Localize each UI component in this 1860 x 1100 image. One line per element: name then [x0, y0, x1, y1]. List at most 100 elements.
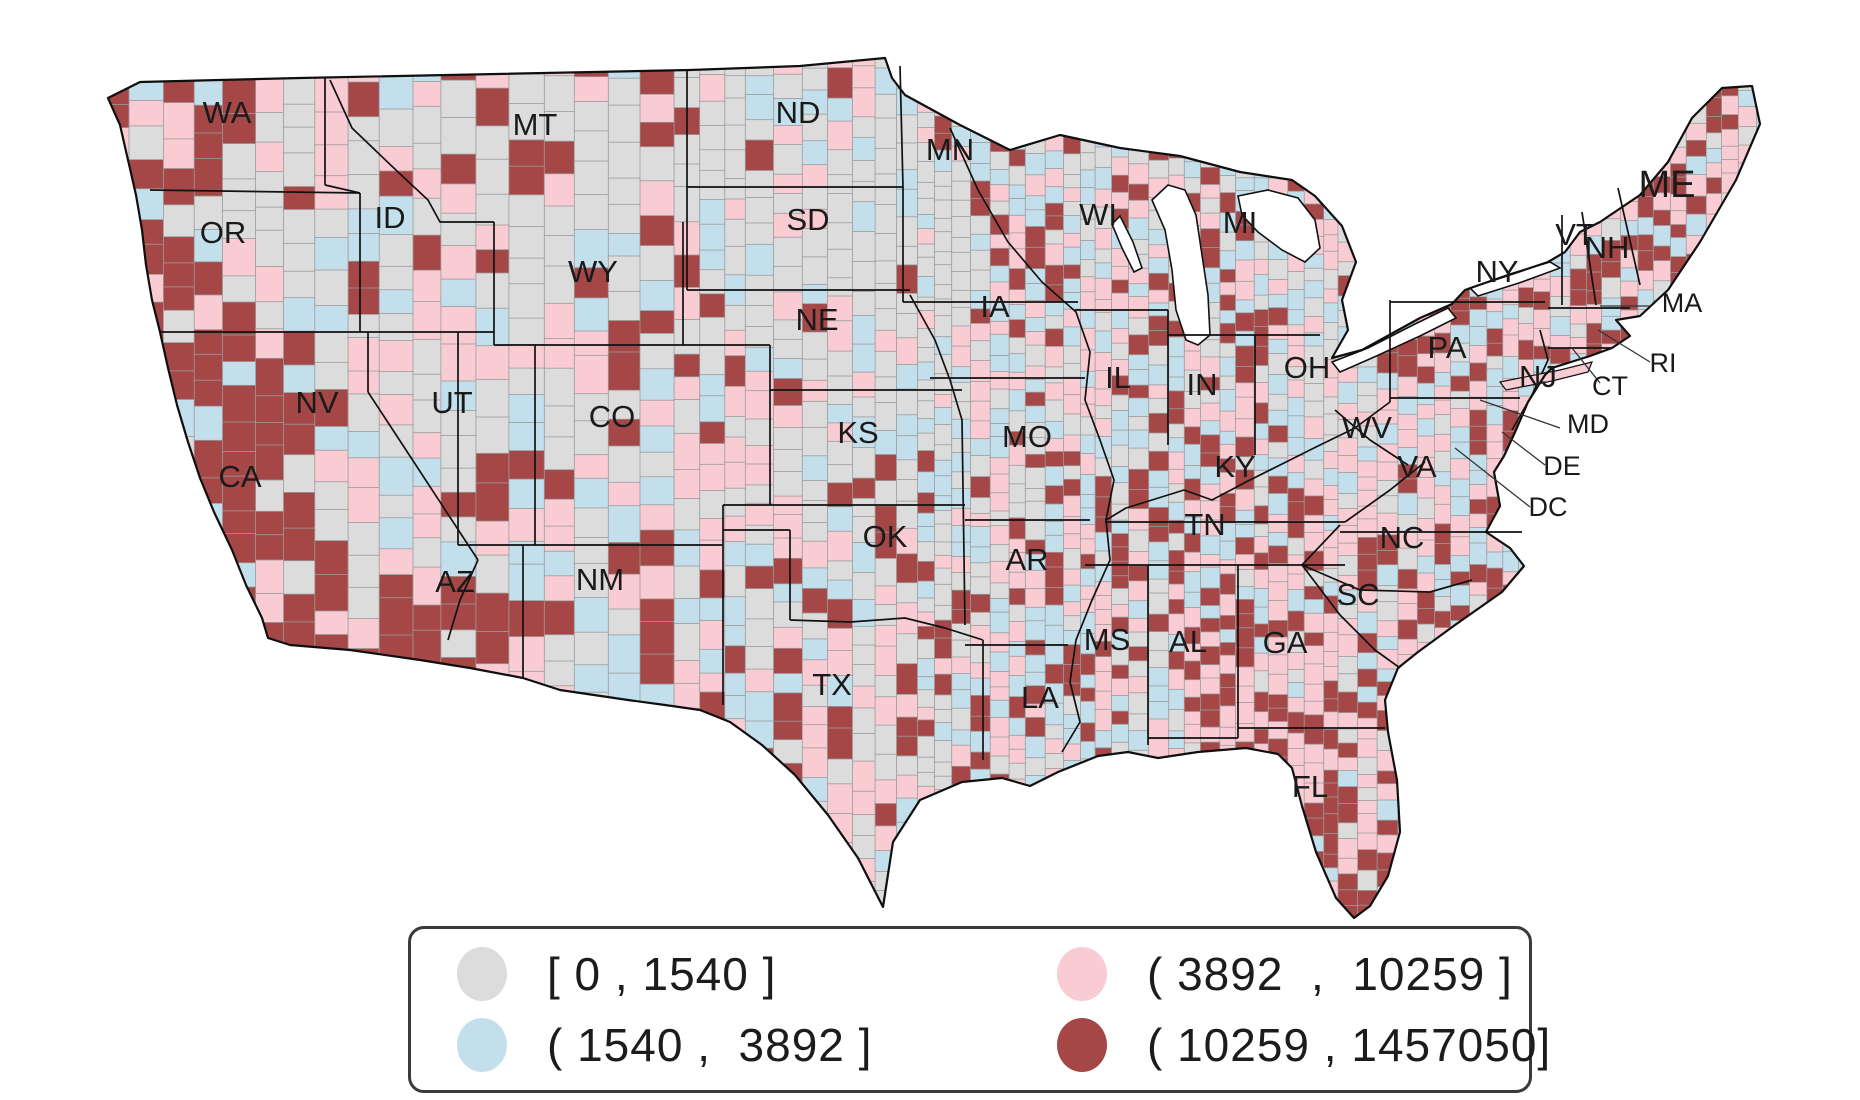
- county-cell: [162, 591, 196, 628]
- county-cell: [1376, 86, 1399, 109]
- county-cell: [508, 763, 546, 796]
- county-cell: [896, 245, 919, 267]
- county-cell: [1569, 860, 1588, 876]
- county-cell: [1469, 685, 1489, 706]
- county-cell: [1219, 874, 1237, 891]
- county-cell: [896, 88, 919, 117]
- county-cell: [1148, 631, 1170, 652]
- state-label-ga: GA: [1263, 625, 1308, 660]
- county-cell: [724, 97, 747, 127]
- county-cell: [827, 277, 854, 298]
- county-cell: [917, 526, 936, 543]
- county-cell: [1620, 805, 1640, 825]
- county-cell: [1601, 758, 1622, 776]
- county-cell: [1756, 265, 1760, 283]
- county-cell: [801, 89, 829, 116]
- county-cell: [1549, 189, 1572, 210]
- county-cell: [1756, 547, 1760, 566]
- county-cell: [1323, 94, 1340, 117]
- county-cell: [1416, 276, 1436, 296]
- county-cell: [1148, 131, 1170, 148]
- county-cell: [283, 103, 316, 129]
- county-cell: [1253, 523, 1270, 538]
- county-cell: [1549, 696, 1572, 712]
- county-cell: [1183, 794, 1202, 814]
- county-cell: [827, 530, 854, 563]
- county-cell: [874, 624, 898, 648]
- county-cell: [314, 662, 350, 697]
- county-cell: [162, 138, 196, 170]
- county-cell: [607, 77, 642, 107]
- county-cell: [917, 327, 936, 349]
- county-cell: [1008, 165, 1027, 187]
- county-cell: [412, 373, 443, 402]
- county-cell: [917, 771, 936, 788]
- county-cell: [827, 598, 854, 630]
- county-cell: [874, 204, 898, 235]
- county-cell: [1044, 382, 1065, 402]
- county-cell: [1323, 468, 1340, 487]
- county-cell: [1080, 553, 1097, 570]
- county-cell: [801, 256, 829, 286]
- county-cell: [1620, 759, 1640, 778]
- county-cell: [1756, 58, 1760, 62]
- county-cell: [852, 231, 877, 263]
- county-cell: [827, 440, 854, 466]
- county-cell: [1235, 330, 1256, 348]
- county-cell: [1044, 817, 1065, 834]
- county-cell: [1620, 907, 1640, 918]
- county-cell: [1303, 478, 1325, 498]
- county-cell: [1253, 241, 1270, 261]
- county-cell: [1235, 883, 1256, 899]
- county-cell: [801, 499, 829, 524]
- county-cell: [1080, 538, 1097, 556]
- county-cell: [1303, 495, 1325, 517]
- county-cell: [1044, 315, 1065, 330]
- county-cell: [1486, 757, 1504, 775]
- county-cell: [1601, 184, 1622, 204]
- county-cell: [801, 358, 829, 382]
- county-cell: [283, 759, 316, 794]
- county-cell: [1637, 776, 1655, 796]
- county-cell: [1469, 198, 1489, 215]
- county-cell: [1533, 133, 1552, 154]
- county-cell: [412, 234, 443, 272]
- county-cell: [347, 554, 381, 589]
- state-labels: WAORCANVIDUTAZMTWYCONMNDSDNEKSOKTXMNIAMO…: [200, 95, 1696, 804]
- county-cell: [1148, 667, 1170, 688]
- county-cell: [773, 143, 804, 176]
- county-cell: [1303, 585, 1325, 601]
- county-cell: [1670, 885, 1688, 903]
- county-cell: [1148, 384, 1170, 400]
- county-cell: [699, 518, 727, 542]
- county-cell: [874, 675, 898, 698]
- county-cell: [1008, 58, 1027, 63]
- county-cell: [1376, 304, 1399, 323]
- county-cell: [475, 416, 511, 455]
- county-cell: [1670, 782, 1688, 802]
- county-cell: [1063, 97, 1082, 115]
- county-cell: [1737, 680, 1758, 703]
- county-cell: [1469, 498, 1489, 515]
- county-cell: [162, 858, 196, 894]
- state-label-ne: NE: [795, 302, 838, 337]
- county-cell: [1601, 680, 1622, 697]
- county-cell: [827, 174, 854, 195]
- county-cell: [1434, 523, 1452, 545]
- county-cell: [773, 851, 804, 878]
- state-border-line: [1581, 211, 1597, 306]
- county-cell: [989, 121, 1011, 139]
- county-cell: [1486, 298, 1504, 313]
- county-cell: [1450, 62, 1471, 80]
- county-cell: [970, 715, 992, 733]
- county-cell: [1469, 614, 1489, 636]
- county-cell: [1128, 163, 1150, 186]
- county-cell: [852, 760, 877, 793]
- county-cell: [852, 497, 877, 518]
- county-cell: [440, 741, 478, 770]
- state-label-mt: MT: [513, 107, 558, 142]
- county-cell: [412, 831, 443, 867]
- county-cell: [1080, 793, 1097, 816]
- county-cell: [1652, 402, 1672, 419]
- county-cell: [1337, 656, 1359, 676]
